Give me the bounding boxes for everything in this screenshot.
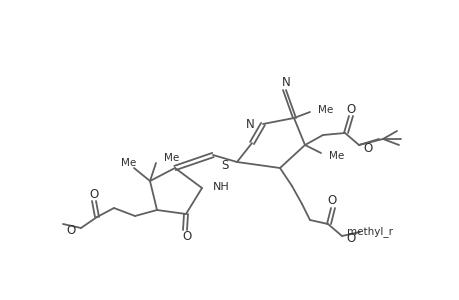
Text: O: O: [362, 142, 371, 154]
Text: O: O: [345, 232, 354, 245]
Text: N: N: [246, 118, 254, 130]
Text: methyl_r: methyl_r: [346, 226, 392, 238]
Text: Me: Me: [164, 153, 179, 163]
Text: O: O: [182, 230, 191, 244]
Text: O: O: [89, 188, 98, 200]
Text: Me: Me: [317, 105, 332, 115]
Text: O: O: [67, 224, 76, 238]
Text: NH: NH: [213, 182, 229, 192]
Text: O: O: [346, 103, 355, 116]
Text: Me: Me: [121, 158, 136, 168]
Text: N: N: [281, 76, 290, 88]
Text: S: S: [221, 158, 229, 172]
Text: Me: Me: [328, 151, 343, 161]
Text: O: O: [327, 194, 336, 208]
